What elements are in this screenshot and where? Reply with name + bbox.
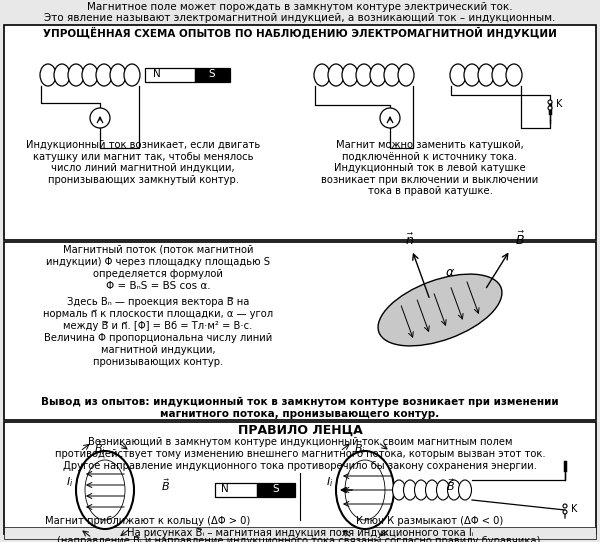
Ellipse shape xyxy=(384,64,400,86)
Bar xyxy=(4,422,596,534)
Text: K: K xyxy=(571,504,577,514)
Text: $\alpha$: $\alpha$ xyxy=(445,266,455,279)
Ellipse shape xyxy=(398,64,414,86)
Text: определяется формулой: определяется формулой xyxy=(93,269,223,279)
Text: N: N xyxy=(153,69,161,79)
Text: $\vec{B}_i$: $\vec{B}_i$ xyxy=(354,439,366,457)
Ellipse shape xyxy=(370,64,386,86)
Ellipse shape xyxy=(342,64,358,86)
Text: нормаль n⃗ к плоскости площадки, α — угол: нормаль n⃗ к плоскости площадки, α — уго… xyxy=(43,309,273,319)
Text: $I_i$: $I_i$ xyxy=(326,475,334,489)
Text: K: K xyxy=(556,99,562,109)
Text: Здесь Bₙ — проекция вектора B⃗ на: Здесь Bₙ — проекция вектора B⃗ на xyxy=(67,297,249,307)
Ellipse shape xyxy=(124,64,140,86)
Ellipse shape xyxy=(392,480,406,500)
Text: $\vec{B}$: $\vec{B}$ xyxy=(446,477,454,493)
Text: (направление B⃗ᵢ и направление индукционного тока связаны согласно правилу бурав: (направление B⃗ᵢ и направление индукцион… xyxy=(56,536,544,542)
Ellipse shape xyxy=(415,480,427,500)
Ellipse shape xyxy=(54,64,70,86)
Ellipse shape xyxy=(96,64,112,86)
Bar xyxy=(4,25,596,240)
Ellipse shape xyxy=(85,460,125,520)
Ellipse shape xyxy=(464,64,480,86)
Text: пронизывающих контур.: пронизывающих контур. xyxy=(93,357,223,367)
Ellipse shape xyxy=(336,451,394,529)
Text: Магнит можно заменить катушкой,
подключённой к источнику тока.
Индукционный ток : Магнит можно заменить катушкой, подключё… xyxy=(322,140,539,196)
Ellipse shape xyxy=(356,64,372,86)
Text: Индукционный ток возникает, если двигать
катушку или магнит так, чтобы менялось
: Индукционный ток возникает, если двигать… xyxy=(26,140,260,185)
Text: индукции) Φ через площадку площадью S: индукции) Φ через площадку площадью S xyxy=(46,257,270,267)
Text: $\vec{B}_i$: $\vec{B}_i$ xyxy=(94,439,106,457)
Text: противодействует тому изменению внешнего магнитного потока, которым вызван этот : противодействует тому изменению внешнего… xyxy=(55,449,545,459)
Ellipse shape xyxy=(448,480,461,500)
Ellipse shape xyxy=(68,64,84,86)
Text: Магнитный поток (поток магнитной: Магнитный поток (поток магнитной xyxy=(63,245,253,255)
Ellipse shape xyxy=(425,480,439,500)
Circle shape xyxy=(380,108,400,128)
Ellipse shape xyxy=(82,64,98,86)
Ellipse shape xyxy=(328,64,344,86)
Circle shape xyxy=(563,510,567,514)
Bar xyxy=(145,68,195,82)
Text: Величина Φ пропорциональна числу линий: Величина Φ пропорциональна числу линий xyxy=(44,333,272,343)
Text: Это явление называют электромагнитной индукцией, а возникающий ток – индукционны: Это явление называют электромагнитной ин… xyxy=(44,13,556,23)
Text: ПРАВИЛО ЛЕНЦА: ПРАВИЛО ЛЕНЦА xyxy=(238,424,362,437)
Text: магнитной индукции,: магнитной индукции, xyxy=(101,345,215,355)
Text: S: S xyxy=(272,484,280,494)
Bar xyxy=(4,527,596,539)
Ellipse shape xyxy=(437,480,449,500)
Ellipse shape xyxy=(378,274,502,346)
Circle shape xyxy=(90,108,110,128)
Text: Ключ К размыкают (ΔΦ < 0): Ключ К размыкают (ΔΦ < 0) xyxy=(356,516,503,526)
Bar xyxy=(4,242,596,420)
Ellipse shape xyxy=(314,64,330,86)
Text: $\vec{B}$: $\vec{B}$ xyxy=(515,231,525,248)
Ellipse shape xyxy=(345,460,385,520)
Text: Φ = BₙS = BS cos α.: Φ = BₙS = BS cos α. xyxy=(106,281,211,291)
Ellipse shape xyxy=(458,480,472,500)
Text: Возникающий в замкнутом контуре индукционный ток своим магнитным полем: Возникающий в замкнутом контуре индукцио… xyxy=(88,437,512,447)
Circle shape xyxy=(548,100,552,104)
Ellipse shape xyxy=(506,64,522,86)
Text: S: S xyxy=(209,69,215,79)
Text: между B⃗ и n⃗. [Φ] = Вб = Тл·м² = В·с.: между B⃗ и n⃗. [Φ] = Вб = Тл·м² = В·с. xyxy=(64,321,253,331)
Ellipse shape xyxy=(40,64,56,86)
Circle shape xyxy=(548,106,552,110)
Text: $\vec{B}$: $\vec{B}$ xyxy=(161,477,169,493)
Text: Магнитное поле может порождать в замкнутом контуре электрический ток.: Магнитное поле может порождать в замкнут… xyxy=(87,2,513,12)
Bar xyxy=(257,483,295,497)
Text: Магнит приближают к кольцу (ΔΦ > 0): Магнит приближают к кольцу (ΔΦ > 0) xyxy=(46,516,251,526)
Ellipse shape xyxy=(450,64,466,86)
Text: $\vec{n}$: $\vec{n}$ xyxy=(405,233,415,248)
Text: На рисунках B⃗ᵢ – магнитная индукция поля индукционного тока Iᵢ: На рисунках B⃗ᵢ – магнитная индукция пол… xyxy=(127,528,473,538)
Ellipse shape xyxy=(76,451,134,529)
Text: Вывод из опытов: индукционный ток в замкнутом контуре возникает при изменении: Вывод из опытов: индукционный ток в замк… xyxy=(41,397,559,407)
Text: N: N xyxy=(221,484,229,494)
Ellipse shape xyxy=(110,64,126,86)
Ellipse shape xyxy=(404,480,416,500)
Ellipse shape xyxy=(478,64,494,86)
Bar xyxy=(215,483,257,497)
Bar xyxy=(195,68,230,82)
Text: Другое направление индукционного тока противоречило бы закону сохранения энергии: Другое направление индукционного тока пр… xyxy=(63,461,537,471)
Text: УПРОЩЁННАЯ СХЕМА ОПЫТОВ ПО НАБЛЮДЕНИЮ ЭЛЕКТРОМАГНИТНОЙ ИНДУКЦИИ: УПРОЩЁННАЯ СХЕМА ОПЫТОВ ПО НАБЛЮДЕНИЮ ЭЛ… xyxy=(43,27,557,38)
Circle shape xyxy=(563,504,567,508)
Text: $I_i$: $I_i$ xyxy=(67,475,74,489)
Ellipse shape xyxy=(492,64,508,86)
Text: магнитного потока, пронизывающего контур.: магнитного потока, пронизывающего контур… xyxy=(160,409,440,419)
